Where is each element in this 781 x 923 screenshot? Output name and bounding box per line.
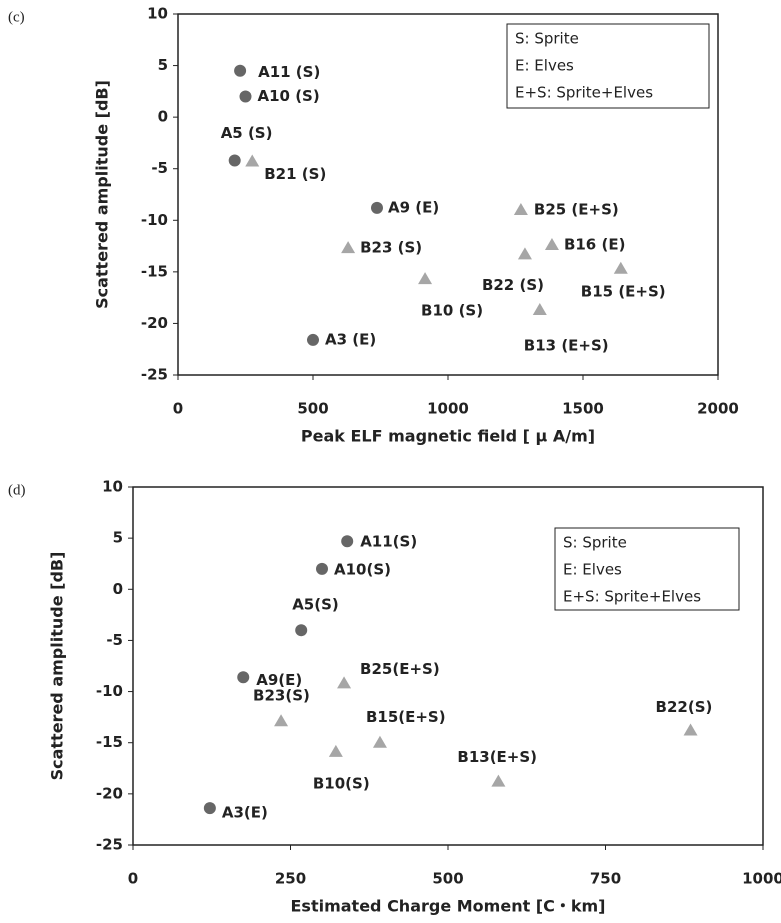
point	[237, 671, 250, 684]
point	[239, 90, 252, 103]
point-label: B15(E+S)	[366, 708, 446, 726]
point-label: B10(S)	[313, 774, 370, 792]
x-tick-label: 500	[432, 870, 463, 888]
legend-text: E: Elves	[515, 57, 574, 75]
x-tick-label: 1000	[427, 400, 469, 418]
x-tick-label: 0	[128, 870, 138, 888]
legend-text: S: Sprite	[563, 534, 627, 552]
point	[307, 333, 319, 346]
point-label: A10(S)	[334, 560, 391, 578]
point-label: B25 (E+S)	[534, 200, 619, 218]
point-label: A9(E)	[256, 671, 302, 689]
point-label: A11(S)	[360, 533, 417, 551]
point	[613, 261, 628, 274]
point	[532, 303, 547, 316]
point	[544, 238, 559, 251]
point-label: A10 (S)	[258, 87, 320, 105]
x-tick-label: 500	[297, 400, 328, 418]
y-tick-label: -10	[96, 682, 123, 700]
x-tick-label: 0	[173, 400, 183, 418]
point	[328, 744, 343, 757]
y-tick-label: -5	[151, 159, 168, 177]
point	[683, 723, 698, 736]
point-label: A5(S)	[292, 596, 339, 614]
legend-text: E: Elves	[563, 561, 622, 579]
y-tick-label: -20	[96, 784, 123, 802]
x-tick-label: 1500	[562, 400, 604, 418]
point-label: B13(E+S)	[457, 748, 537, 766]
x-axis-label: Peak ELF magnetic field [ μ A/m]	[301, 427, 595, 446]
point-label: B22 (S)	[482, 276, 544, 294]
point	[418, 272, 433, 285]
x-tick-label: 1000	[742, 870, 781, 888]
point-label: B25(E+S)	[360, 660, 440, 678]
y-axis-label: Scattered amplitude [dB]	[93, 80, 112, 309]
y-tick-label: 10	[102, 478, 123, 496]
legend-box	[506, 23, 710, 109]
y-tick-label: -5	[106, 631, 123, 649]
y-axis-label: Scattered amplitude [dB]	[48, 552, 67, 781]
y-tick-label: 5	[158, 56, 168, 74]
y-tick-label: -25	[96, 836, 123, 854]
point	[228, 154, 241, 167]
point	[372, 735, 387, 748]
point	[245, 154, 260, 167]
point-label: B21 (S)	[264, 165, 326, 183]
point-label: B23 (S)	[360, 239, 422, 257]
point	[316, 562, 328, 575]
y-tick-label: -15	[141, 262, 168, 280]
point	[295, 624, 308, 637]
legend-text: E+S: Sprite+Elves	[563, 588, 701, 606]
point-label: A3 (E)	[325, 330, 376, 348]
point	[491, 774, 506, 787]
y-tick-label: 10	[147, 5, 168, 23]
point-label: B23(S)	[253, 687, 310, 705]
y-tick-label: -10	[141, 211, 168, 229]
point	[341, 241, 356, 254]
point	[341, 535, 354, 548]
point	[337, 676, 352, 689]
panel-label: (c)	[8, 9, 25, 25]
point-label: B22(S)	[656, 698, 713, 716]
y-tick-label: 0	[113, 580, 123, 598]
point-label: B15 (E+S)	[581, 282, 666, 300]
y-tick-label: -15	[96, 733, 123, 751]
point	[203, 802, 216, 815]
y-tick-label: -20	[141, 314, 168, 332]
x-axis-label: Estimated Charge Moment [C・km]	[290, 897, 605, 916]
point-label: B10 (S)	[421, 302, 483, 320]
point-label: A3(E)	[222, 804, 268, 822]
point-label: A9 (E)	[388, 198, 439, 216]
point-label: B16 (E)	[564, 236, 626, 254]
legend-box	[554, 527, 740, 611]
y-tick-label: 5	[113, 529, 123, 547]
point-label: A5 (S)	[221, 124, 273, 142]
point-label: A11 (S)	[258, 63, 320, 81]
legend-text: E+S: Sprite+Elves	[515, 84, 653, 102]
point	[274, 714, 289, 727]
x-tick-label: 250	[275, 870, 306, 888]
x-tick-label: 750	[590, 870, 621, 888]
y-tick-label: 0	[158, 108, 168, 126]
panel-label: (d)	[8, 482, 26, 498]
point	[513, 202, 528, 215]
legend-text: S: Sprite	[515, 30, 579, 48]
point	[370, 201, 383, 214]
y-tick-label: -25	[141, 366, 168, 384]
point	[517, 247, 532, 260]
x-tick-label: 2000	[697, 400, 739, 418]
point	[234, 64, 247, 77]
point-label: B13 (E+S)	[524, 337, 609, 355]
